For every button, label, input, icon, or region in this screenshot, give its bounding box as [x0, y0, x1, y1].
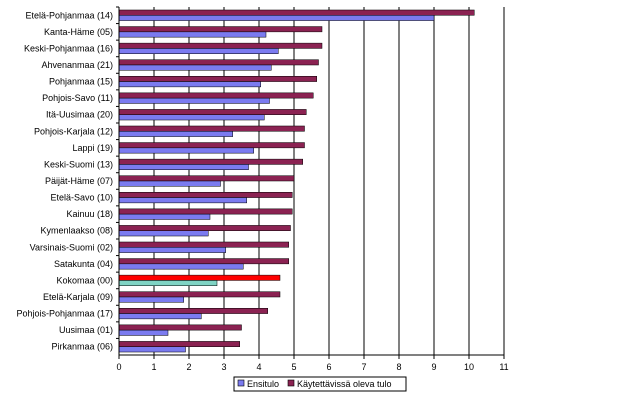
- x-tick-label-9: 9: [431, 362, 436, 372]
- bar-kaytettavissa-oleva-tulo-uusimaa-01: [118, 324, 242, 331]
- bar-kaytettavissa-oleva-tulo-keski-pohjanmaa-16: [118, 42, 323, 49]
- bar-kaytettavissa-oleva-tulo-kainuu-18: [118, 208, 293, 215]
- x-tick-label-3: 3: [221, 362, 226, 372]
- category-label-keski-suomi-13: Keski-Suomi (13): [44, 159, 113, 169]
- category-label-pohjois-karjala-12: Pohjois-Karjala (12): [34, 126, 113, 136]
- legend-box: [233, 376, 407, 392]
- bar-ensitulo-etela-savo-10: [118, 197, 247, 204]
- bar-ensitulo-varsinais-suomi-02: [118, 247, 226, 253]
- x-tick-label-7: 7: [361, 362, 366, 372]
- legend-swatch-ensitulo: [237, 379, 245, 387]
- bar-ensitulo-ita-uusimaa-20: [118, 114, 265, 121]
- bar-ensitulo-kymenlaakso-08: [118, 230, 209, 237]
- bar-kaytettavissa-oleva-tulo-lappi-19: [118, 142, 305, 149]
- x-tick-label-11: 11: [499, 362, 508, 372]
- x-tick-label-4: 4: [256, 362, 261, 372]
- bar-kaytettavissa-oleva-tulo-kokomaa-00: [118, 274, 281, 281]
- category-label-etela-pohjanmaa-14: Etelä-Pohjanmaa (14): [25, 10, 113, 20]
- legend-label-ensitulo: Ensitulo: [247, 379, 279, 389]
- category-label-pohjois-pohjanmaa-17: Pohjois-Pohjanmaa (17): [16, 309, 113, 319]
- bar-ensitulo-paijat-hame-07: [118, 180, 221, 187]
- bar-kaytettavissa-oleva-tulo-pohjanmaa-15: [118, 76, 317, 82]
- bar-kaytettavissa-oleva-tulo-varsinais-suomi-02: [118, 241, 289, 248]
- bar-ensitulo-kanta-hame-05: [118, 31, 267, 38]
- bar-kaytettavissa-oleva-tulo-satakunta-04: [118, 258, 289, 265]
- x-tick-label-5: 5: [291, 362, 296, 372]
- x-tick-labels: 0 1 2 3 4 5 6 7 8 9 10 11: [116, 362, 508, 372]
- bar-ensitulo-keski-pohjanmaa-16: [118, 48, 279, 54]
- bar-ensitulo-uusimaa-01: [118, 329, 169, 336]
- bar-ensitulo-etela-karjala-09: [118, 296, 184, 303]
- bar-kaytettavissa-oleva-tulo-etela-karjala-09: [118, 291, 281, 298]
- category-label-etela-karjala-09: Etelä-Karjala (09): [43, 292, 113, 302]
- axes: [116, 6, 505, 359]
- x-tick-label-10: 10: [464, 362, 474, 372]
- bar-ensitulo-ahvenanmaa-21: [118, 64, 272, 71]
- category-label-kymenlaakso-08: Kymenlaakso (08): [40, 226, 113, 236]
- category-label-pohjois-savo-11: Pohjois-Savo (11): [42, 93, 113, 103]
- category-label-ita-uusimaa-20: Itä-Uusimaa (20): [46, 110, 113, 120]
- category-label-ahvenanmaa-21: Ahvenanmaa (21): [41, 60, 113, 70]
- legend: Ensitulo Käytettävissä oleva tulo: [233, 376, 407, 392]
- bar-kaytettavissa-oleva-tulo-ahvenanmaa-21: [118, 59, 319, 66]
- bar-kaytettavissa-oleva-tulo-keski-suomi-13: [118, 158, 303, 165]
- bar-ensitulo-pohjois-pohjanmaa-17: [118, 313, 202, 320]
- bar-ensitulo-pohjanmaa-15: [118, 81, 261, 88]
- bar-ensitulo-kokomaa-00: [118, 280, 218, 286]
- bar-kaytettavissa-oleva-tulo-pirkanmaa-06: [118, 341, 240, 347]
- category-label-lappi-19: Lappi (19): [72, 143, 113, 153]
- category-label-kokomaa-00: Kokomaa (00): [56, 275, 113, 285]
- bars: [118, 9, 475, 353]
- x-tick-label-1: 1: [151, 362, 156, 372]
- x-tick-label-0: 0: [116, 362, 121, 372]
- legend-label-kaytettavissa-oleva-tulo: Käytettävissä oleva tulo: [297, 379, 392, 389]
- bar-ensitulo-keski-suomi-13: [118, 164, 249, 170]
- category-label-pirkanmaa-06: Pirkanmaa (06): [51, 342, 113, 352]
- bar-ensitulo-satakunta-04: [118, 263, 244, 270]
- bar-ensitulo-kainuu-18: [118, 213, 211, 220]
- legend-swatch-kaytettavissa-oleva-tulo: [287, 379, 295, 387]
- bar-kaytettavissa-oleva-tulo-etela-pohjanmaa-14: [118, 9, 475, 16]
- category-label-kanta-hame-05: Kanta-Häme (05): [44, 27, 113, 37]
- bar-kaytettavissa-oleva-tulo-kymenlaakso-08: [118, 225, 291, 231]
- bar-ensitulo-etela-pohjanmaa-14: [118, 15, 435, 21]
- category-labels: Etelä-Pohjanmaa (14) Kanta-Häme (05) Keski…: [16, 10, 113, 351]
- bar-kaytettavissa-oleva-tulo-paijat-hame-07: [118, 175, 295, 182]
- bar-ensitulo-pohjois-karjala-12: [118, 131, 233, 137]
- category-label-etela-savo-10: Etelä-Savo (10): [50, 193, 113, 203]
- bar-kaytettavissa-oleva-tulo-pohjois-savo-11: [118, 92, 314, 99]
- bar-kaytettavissa-oleva-tulo-kanta-hame-05: [118, 26, 323, 33]
- bar-kaytettavissa-oleva-tulo-ita-uusimaa-20: [118, 109, 307, 115]
- bar-ensitulo-pohjois-savo-11: [118, 97, 270, 104]
- category-label-pohjanmaa-15: Pohjanmaa (15): [49, 77, 113, 87]
- category-label-keski-pohjanmaa-16: Keski-Pohjanmaa (16): [24, 43, 113, 53]
- category-label-paijat-hame-07: Päijät-Häme (07): [45, 176, 113, 186]
- x-tick-label-2: 2: [186, 362, 191, 372]
- category-label-kainuu-18: Kainuu (18): [66, 209, 113, 219]
- category-label-uusimaa-01: Uusimaa (01): [59, 325, 113, 335]
- bar-kaytettavissa-oleva-tulo-pohjois-karjala-12: [118, 125, 305, 132]
- category-label-varsinais-suomi-02: Varsinais-Suomi (02): [30, 242, 113, 252]
- x-tick-label-8: 8: [396, 362, 401, 372]
- bar-kaytettavissa-oleva-tulo-pohjois-pohjanmaa-17: [118, 308, 268, 314]
- bar-ensitulo-pirkanmaa-06: [118, 346, 186, 353]
- bar-ensitulo-lappi-19: [118, 147, 254, 154]
- x-tick-label-6: 6: [326, 362, 331, 372]
- bar-kaytettavissa-oleva-tulo-etela-savo-10: [118, 192, 293, 198]
- category-label-satakunta-04: Satakunta (04): [54, 259, 113, 269]
